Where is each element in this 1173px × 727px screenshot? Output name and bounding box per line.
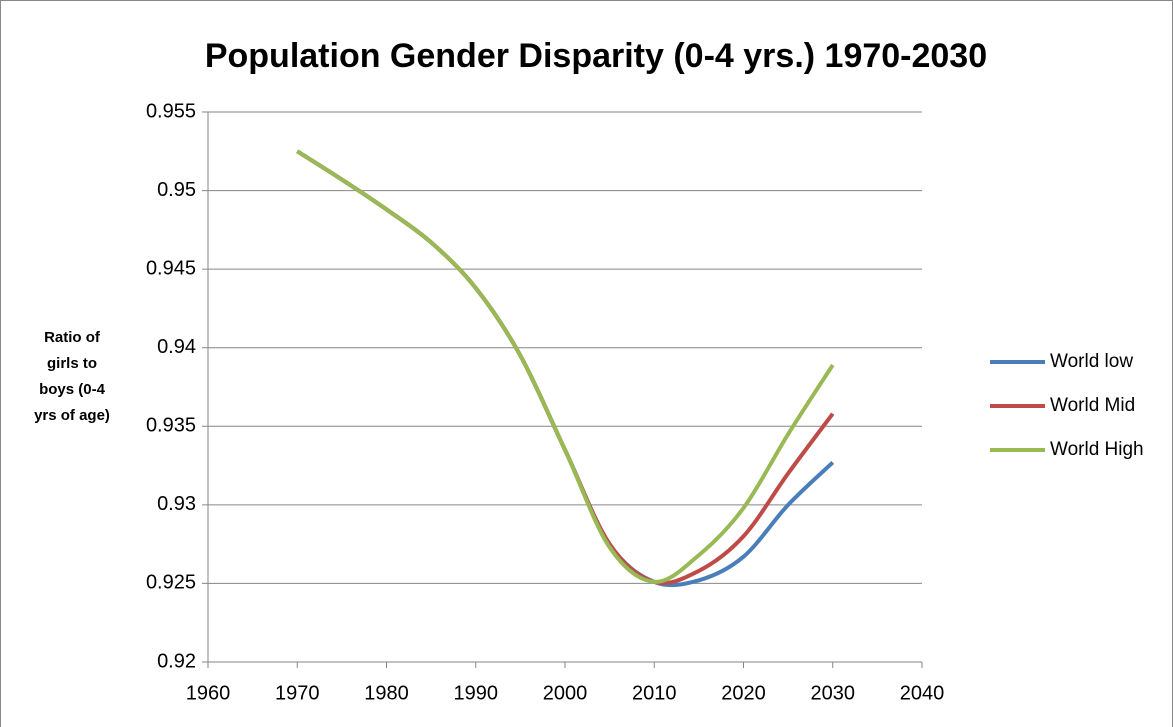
x-tick-label: 1980 [364,682,409,704]
chart-title: Population Gender Disparity (0-4 yrs.) 1… [205,37,987,75]
y-tick-label: 0.93 [157,493,196,515]
x-tick-label: 2010 [632,682,677,704]
y-tick-label: 0.925 [146,572,196,594]
legend-label: World High [1050,439,1144,460]
series-line [296,149,835,584]
y-tick-label: 0.935 [146,415,196,437]
legend-label: World Mid [1050,395,1135,416]
y-axis-label: Ratio of girls to boys (0-4 yrs of age) [34,329,110,424]
y-tick-label: 0.945 [146,257,196,279]
y-tick-label: 0.92 [157,650,196,672]
y-tick-label: 0.955 [146,100,196,122]
x-tick-label: 1990 [454,682,499,704]
y-tick-label: 0.94 [157,336,196,358]
x-tick-label: 2020 [721,682,766,704]
x-tick-label: 1960 [186,682,231,704]
legend-label: World low [1050,351,1133,372]
x-tick-label: 1970 [275,682,320,704]
x-tick-label: 2000 [543,682,588,704]
y-tick-label: 0.95 [157,179,196,201]
x-tick-label: 2030 [811,682,856,704]
x-tick-label: 2040 [900,682,945,704]
